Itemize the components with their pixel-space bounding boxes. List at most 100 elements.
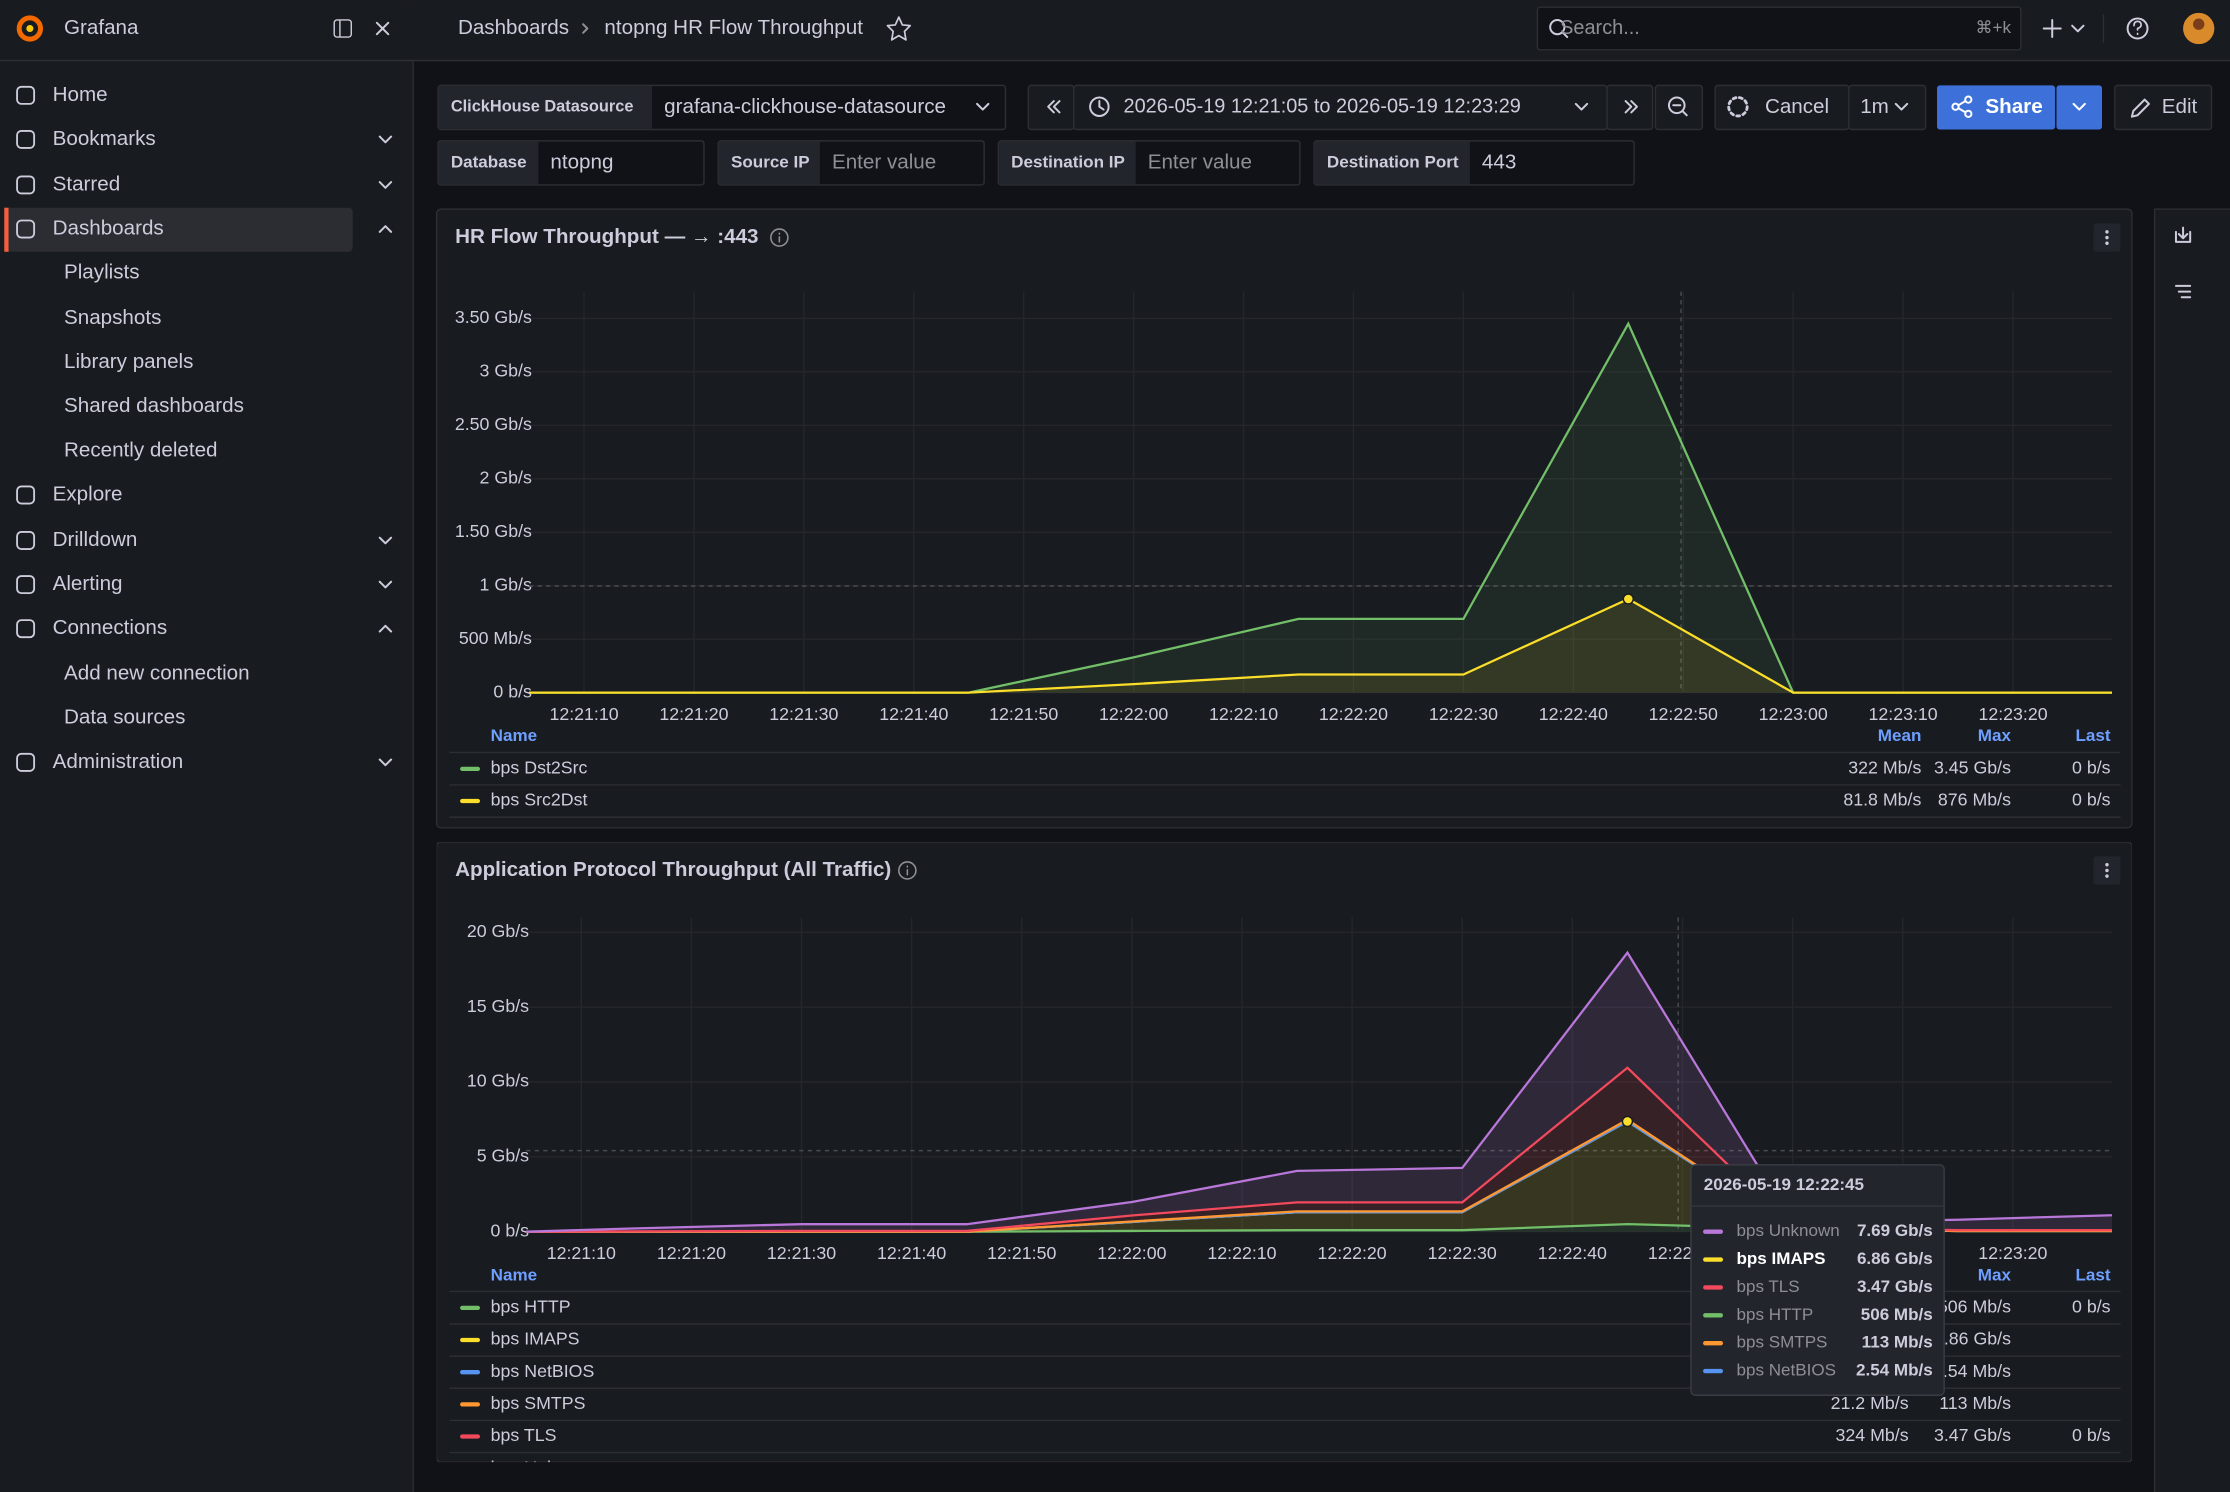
nav-item[interactable]: Drilldown [53, 528, 138, 551]
dock-button[interactable] [333, 19, 352, 38]
panel-frame [435, 208, 2133, 829]
time-back[interactable] [1027, 84, 1075, 131]
legend-max: 506 Mb/s [1938, 1297, 2011, 1317]
legend-name[interactable]: bps HTTP [491, 1297, 571, 1317]
y-tick-label: 20 Gb/s [467, 921, 529, 941]
legend-name[interactable]: bps Dst2Src [491, 758, 588, 778]
legend-header[interactable]: Max [1978, 1265, 2012, 1284]
legend-name[interactable]: bps NetBIOS [491, 1361, 595, 1381]
chevron [378, 225, 393, 233]
refresh-picker[interactable] [1848, 84, 1927, 131]
legend-header[interactable]: Name [491, 1265, 537, 1284]
legend-header[interactable]: Last [2075, 1265, 2110, 1284]
nav-item[interactable]: Administration [53, 750, 184, 773]
variable-input[interactable]: Enter value [1148, 150, 1252, 173]
share-label: Share [1985, 95, 2042, 118]
nav-item[interactable]: Alerting [53, 572, 123, 595]
x-tick-label: 12:22:00 [1097, 1243, 1166, 1263]
series-area [529, 323, 2112, 693]
nav-item[interactable]: Add new connection [64, 662, 250, 685]
share-icon [1964, 95, 1973, 104]
legend-last: 0 b/s [2072, 1425, 2111, 1445]
menu-dot [2105, 230, 2109, 234]
legend-name[interactable]: bps SMTPS [491, 1393, 586, 1413]
shift-back [1047, 100, 1061, 114]
nav-item[interactable]: Shared dashboards [64, 394, 244, 417]
y-tick-label: 0 b/s [493, 681, 532, 701]
zoom-out[interactable] [1654, 84, 1704, 131]
tooltip-value: 2.54 Mb/s [1856, 1361, 1933, 1380]
y-tick-label: 0 b/s [491, 1220, 530, 1240]
x-tick-label: 12:21:20 [659, 704, 728, 724]
tooltip-value: 6.86 Gb/s [1857, 1249, 1933, 1268]
search-box[interactable] [1536, 6, 2022, 51]
nav-item[interactable]: Connections [53, 616, 168, 639]
legend-last: 0 b/s [2072, 758, 2111, 778]
avatar-face [2193, 18, 2205, 30]
help-icon [2133, 20, 2142, 36]
edit-button[interactable] [2114, 84, 2213, 131]
variable-label: Database [451, 152, 527, 171]
variable-input[interactable]: Enter value [832, 150, 936, 173]
legend-header[interactable]: Name [491, 726, 537, 745]
nav-icon [16, 129, 36, 149]
share-dropdown[interactable] [2056, 85, 2103, 130]
nav-item[interactable]: Dashboards [53, 216, 164, 239]
y-tick-label: 10 Gb/s [467, 1071, 529, 1091]
legend-header[interactable]: Last [2075, 726, 2110, 745]
legend-name[interactable]: bps TLS [491, 1425, 557, 1445]
variable-label-bg [999, 141, 1136, 185]
legend-max: 2.54 Mb/s [1933, 1361, 2011, 1381]
tooltip-value: 113 Mb/s [1862, 1333, 1933, 1352]
clock-icon [1089, 96, 1110, 117]
x-tick-label: 12:21:30 [767, 1243, 836, 1263]
menu-dot [2105, 863, 2109, 867]
variable: Database ntopng [437, 140, 705, 186]
legend-mean: 81.8 Mb/s [1843, 790, 1921, 810]
search-placeholder: Search... [1560, 17, 1640, 39]
logo-dot [26, 24, 34, 33]
tooltip-value: 7.69 Gb/s [1857, 1221, 1933, 1240]
nav-item[interactable]: Library panels [64, 350, 193, 373]
chevron [1574, 102, 1589, 111]
legend-name[interactable]: bps Src2Dst [491, 790, 588, 810]
legend-name[interactable]: bps Unknown [491, 1457, 599, 1477]
nav-item[interactable]: Starred [53, 172, 121, 195]
nav-active [4, 207, 353, 252]
chevron [2071, 24, 2085, 33]
nav-icon [16, 485, 36, 505]
series-line [529, 597, 2112, 694]
y-tick-label: 1 Gb/s [480, 574, 532, 594]
x-tick-label: 12:23:20 [1978, 704, 2047, 724]
x-tick-label: 12:23:10 [1869, 704, 1938, 724]
nav-item[interactable]: Recently deleted [64, 438, 218, 461]
download-icon [2174, 226, 2192, 243]
nav-item[interactable]: Playlists [64, 261, 140, 284]
nav-item[interactable]: Home [53, 83, 108, 106]
panel: HR Flow Throughput — → :443 0 b/s 500 Mb/s… [435, 208, 2133, 829]
nav-item[interactable]: Snapshots [64, 306, 161, 329]
datasource-value[interactable]: grafana-clickhouse-datasource [664, 95, 946, 118]
info-icon [770, 228, 789, 247]
x-tick-label: 12:22:40 [1538, 1243, 1607, 1263]
chevron [976, 102, 990, 111]
variable-label: Source IP [731, 152, 810, 171]
outline-icon [2174, 284, 2192, 299]
legend-header[interactable]: Max [1978, 726, 2012, 745]
hover-point [1621, 1115, 1634, 1128]
series-area [526, 952, 2112, 1232]
variable-value[interactable]: ntopng [550, 150, 613, 173]
breadcrumb[interactable]: Dashboards [458, 16, 569, 39]
nav-item[interactable]: Data sources [64, 706, 185, 729]
x-tick-label: 12:21:40 [877, 1243, 946, 1263]
chevron [378, 580, 393, 589]
legend-header[interactable]: Mean [1878, 726, 1922, 745]
nav-item[interactable]: Bookmarks [53, 127, 156, 150]
nav-item[interactable]: Explore [53, 482, 123, 505]
legend-last: 0 b/s [2072, 790, 2111, 810]
zoom-icon [1667, 96, 1686, 115]
variable-value[interactable]: 443 [1482, 150, 1516, 173]
nav: Home Bookmarks Starred Dashboards Playlists S… [4, 83, 393, 773]
legend-name[interactable]: bps IMAPS [491, 1329, 580, 1349]
